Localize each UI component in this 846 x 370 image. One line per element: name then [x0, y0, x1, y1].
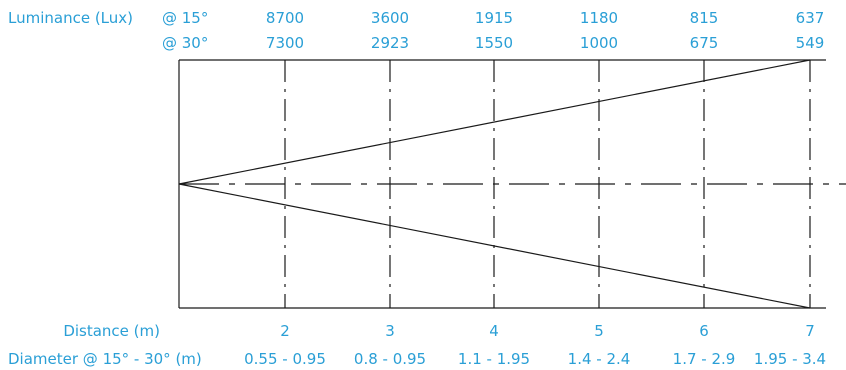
angle-15-label: @ 15° [162, 9, 209, 27]
distance-label: Distance (m) [63, 322, 160, 340]
lux-15-value: 3600 [370, 9, 410, 27]
diameter-value: 1.4 - 2.4 [567, 350, 631, 368]
diameter-label: Diameter @ 15° - 30° (m) [8, 350, 202, 368]
distance-value: 6 [699, 322, 709, 340]
lux-30-value: 1000 [579, 34, 619, 52]
diameter-value: 1.95 - 3.4 [753, 350, 827, 368]
distance-value: 2 [280, 322, 290, 340]
lux-15-value: 1915 [474, 9, 514, 27]
diameter-value: 1.1 - 1.95 [457, 350, 531, 368]
lux-30-value: 1550 [474, 34, 514, 52]
angle-30-label: @ 30° [162, 34, 209, 52]
diameter-value: 0.8 - 0.95 [353, 350, 427, 368]
diameter-value: 1.7 - 2.9 [672, 350, 736, 368]
lux-15-value: 637 [795, 9, 825, 27]
lux-15-value: 8700 [265, 9, 305, 27]
luminance-title: Luminance (Lux) [8, 9, 134, 27]
distance-value: 7 [805, 322, 815, 340]
diameter-value: 0.55 - 0.95 [244, 350, 326, 368]
distance-value: 3 [385, 322, 395, 340]
lux-15-value: 815 [689, 9, 719, 27]
beam-upper-edge [178, 59, 811, 185]
lux-30-value: 549 [795, 34, 825, 52]
lux-30-value: 7300 [265, 34, 305, 52]
lux-15-value: 1180 [579, 9, 619, 27]
distance-value: 4 [489, 322, 499, 340]
distance-value: 5 [594, 322, 604, 340]
lux-30-value: 675 [689, 34, 719, 52]
lux-30-value: 2923 [370, 34, 410, 52]
